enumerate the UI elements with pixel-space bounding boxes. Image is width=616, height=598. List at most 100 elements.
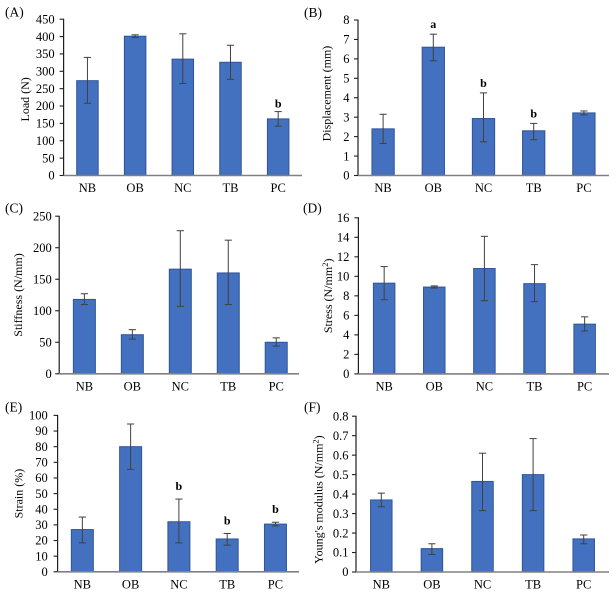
svg-text:0.1: 0.1 <box>333 546 349 560</box>
svg-text:450: 450 <box>36 12 55 26</box>
svg-text:200: 200 <box>36 99 55 113</box>
svg-text:PC: PC <box>577 379 592 393</box>
svg-text:OB: OB <box>122 577 139 591</box>
svg-text:10: 10 <box>35 549 48 563</box>
svg-text:0.6: 0.6 <box>333 448 349 462</box>
svg-text:NC: NC <box>172 379 189 393</box>
svg-text:4: 4 <box>343 91 350 105</box>
svg-text:7: 7 <box>343 33 349 47</box>
svg-text:PC: PC <box>576 181 591 195</box>
svg-text:0.3: 0.3 <box>333 507 349 521</box>
svg-text:12: 12 <box>337 250 350 264</box>
svg-text:NB: NB <box>79 181 96 195</box>
svg-text:0.5: 0.5 <box>333 468 349 482</box>
svg-text:300: 300 <box>36 65 55 79</box>
svg-text:Young's modulus (N/mm2): Young's modulus (N/mm2) <box>311 435 326 564</box>
svg-text:NC: NC <box>170 577 187 591</box>
svg-text:70: 70 <box>35 456 48 470</box>
svg-text:250: 250 <box>33 209 52 223</box>
svg-text:NB: NB <box>74 577 91 591</box>
svg-text:350: 350 <box>36 47 55 61</box>
svg-text:4: 4 <box>343 328 350 342</box>
svg-text:OB: OB <box>126 181 143 195</box>
svg-text:30: 30 <box>35 518 48 532</box>
svg-text:0: 0 <box>343 367 349 381</box>
svg-text:TB: TB <box>219 577 235 591</box>
svg-text:0: 0 <box>48 169 54 183</box>
svg-text:200: 200 <box>33 241 52 255</box>
svg-text:150: 150 <box>36 117 55 131</box>
svg-text:0.7: 0.7 <box>333 429 349 443</box>
svg-text:0: 0 <box>342 565 348 579</box>
svg-text:PC: PC <box>268 577 283 591</box>
svg-text:50: 50 <box>42 151 55 165</box>
svg-text:2: 2 <box>343 130 349 144</box>
svg-text:6: 6 <box>343 52 349 66</box>
svg-text:5: 5 <box>343 72 349 86</box>
svg-text:PC: PC <box>271 181 286 195</box>
svg-text:80: 80 <box>35 440 48 454</box>
svg-text:0.2: 0.2 <box>333 526 349 540</box>
svg-text:(E): (E) <box>5 400 22 415</box>
svg-text:60: 60 <box>35 471 48 485</box>
svg-text:100: 100 <box>29 409 48 423</box>
svg-text:NB: NB <box>374 181 391 195</box>
svg-text:TB: TB <box>525 578 541 592</box>
svg-text:PC: PC <box>576 578 591 592</box>
svg-text:TB: TB <box>222 181 238 195</box>
svg-text:OB: OB <box>426 379 443 393</box>
svg-text:Load (N): Load (N) <box>18 77 32 121</box>
svg-text:100: 100 <box>36 134 55 148</box>
svg-text:(D): (D) <box>303 201 322 216</box>
svg-text:NC: NC <box>476 379 493 393</box>
svg-text:40: 40 <box>35 502 48 516</box>
svg-text:100: 100 <box>33 304 52 318</box>
svg-text:(F): (F) <box>304 400 321 415</box>
svg-text:NC: NC <box>174 181 191 195</box>
svg-text:(C): (C) <box>5 201 23 216</box>
svg-text:b: b <box>480 76 487 90</box>
svg-text:NC: NC <box>474 578 491 592</box>
svg-text:8: 8 <box>343 289 349 303</box>
svg-text:TB: TB <box>220 379 236 393</box>
svg-text:TB: TB <box>526 181 542 195</box>
svg-text:NC: NC <box>475 181 492 195</box>
svg-text:20: 20 <box>35 534 48 548</box>
svg-text:b: b <box>224 513 231 527</box>
svg-text:OB: OB <box>124 379 141 393</box>
svg-text:1: 1 <box>343 149 349 163</box>
svg-text:6: 6 <box>343 309 349 323</box>
svg-text:b: b <box>530 106 537 120</box>
svg-text:150: 150 <box>33 272 52 286</box>
svg-text:PC: PC <box>269 379 284 393</box>
svg-text:400: 400 <box>36 30 55 44</box>
svg-text:0: 0 <box>41 565 47 579</box>
svg-text:0: 0 <box>343 169 349 183</box>
svg-text:TB: TB <box>527 379 543 393</box>
svg-text:(A): (A) <box>5 5 24 20</box>
svg-text:(B): (B) <box>304 5 322 20</box>
svg-text:NB: NB <box>373 578 390 592</box>
svg-text:b: b <box>272 502 279 516</box>
svg-text:NB: NB <box>76 379 93 393</box>
svg-text:16: 16 <box>337 211 350 225</box>
svg-text:0: 0 <box>45 367 51 381</box>
svg-text:OB: OB <box>425 181 442 195</box>
svg-text:a: a <box>430 17 436 31</box>
svg-text:NB: NB <box>375 379 392 393</box>
svg-text:Strain (%): Strain (%) <box>12 469 26 519</box>
svg-text:Stress (N/mm2): Stress (N/mm2) <box>320 259 335 334</box>
svg-text:0.4: 0.4 <box>333 487 349 501</box>
svg-text:90: 90 <box>35 424 48 438</box>
svg-text:Stiffness (N/mm): Stiffness (N/mm) <box>11 253 25 336</box>
svg-text:0.8: 0.8 <box>333 409 349 423</box>
svg-text:10: 10 <box>337 270 350 284</box>
svg-text:b: b <box>275 97 282 111</box>
svg-text:2: 2 <box>343 348 349 362</box>
svg-text:b: b <box>176 479 183 493</box>
svg-text:Displacement (mm): Displacement (mm) <box>320 46 334 142</box>
svg-text:50: 50 <box>39 335 52 349</box>
svg-text:OB: OB <box>423 578 440 592</box>
svg-text:8: 8 <box>343 13 349 27</box>
svg-text:14: 14 <box>337 231 350 245</box>
